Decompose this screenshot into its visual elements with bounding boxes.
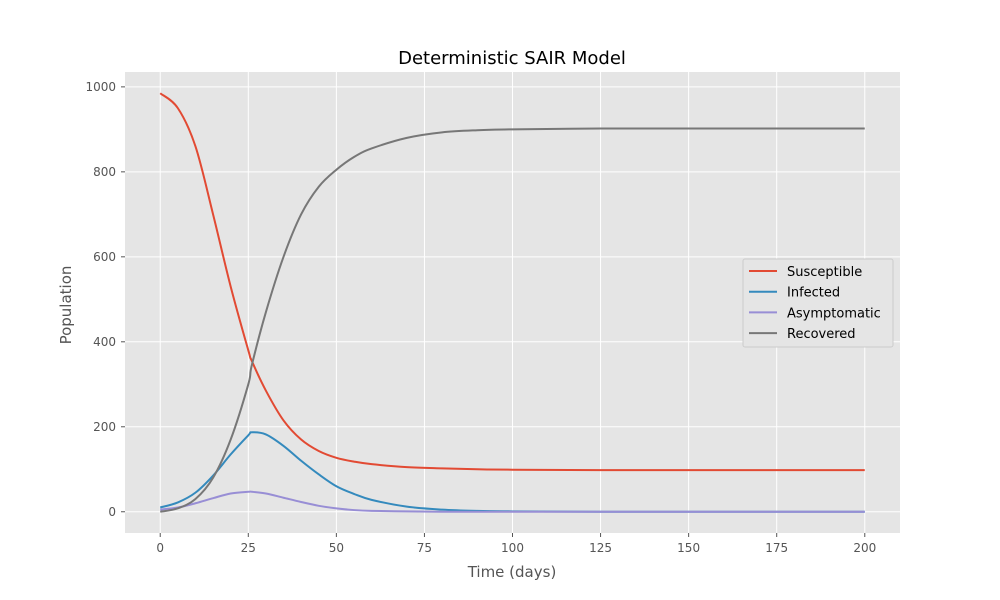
series-line-asymptomatic	[160, 490, 865, 513]
x-tick-label: 125	[589, 541, 612, 555]
x-tick-label: 0	[156, 541, 164, 555]
legend-label-recovered: Recovered	[787, 327, 856, 342]
x-tick-label: 25	[241, 541, 256, 555]
legend-box	[742, 258, 894, 348]
legend-label-infected: Infected	[787, 286, 840, 301]
x-tick-label: 100	[501, 541, 524, 555]
series-lines	[159, 92, 865, 513]
y-tick-label: 800	[93, 165, 116, 179]
y-tick-label: 1000	[85, 80, 116, 94]
x-tick-label: 200	[853, 541, 876, 555]
y-axis-label: Population	[57, 266, 75, 345]
y-tick-label: 0	[108, 505, 116, 519]
chart-title: Deterministic SAIR Model	[398, 48, 626, 69]
y-tick-label: 200	[93, 420, 116, 434]
y-tick-labels: 0 200 400 600 800 1000	[85, 80, 125, 519]
x-tick-label: 150	[677, 541, 700, 555]
y-tick-label: 400	[93, 335, 116, 349]
legend: Susceptible Infected Asymptomatic Recovered	[742, 258, 894, 348]
x-tick-label: 175	[765, 541, 788, 555]
x-tick-labels: 0 25 50 75 100 125 150 175 200	[156, 533, 876, 555]
y-tick-label: 600	[93, 250, 116, 264]
x-axis-label: Time (days)	[467, 563, 557, 581]
legend-label-susceptible: Susceptible	[787, 265, 862, 280]
series-line-recovered	[160, 127, 865, 513]
legend-label-asymptomatic: Asymptomatic	[787, 306, 881, 321]
x-tick-label: 50	[329, 541, 344, 555]
x-tick-label: 75	[417, 541, 432, 555]
series-line-susceptible	[159, 92, 865, 472]
